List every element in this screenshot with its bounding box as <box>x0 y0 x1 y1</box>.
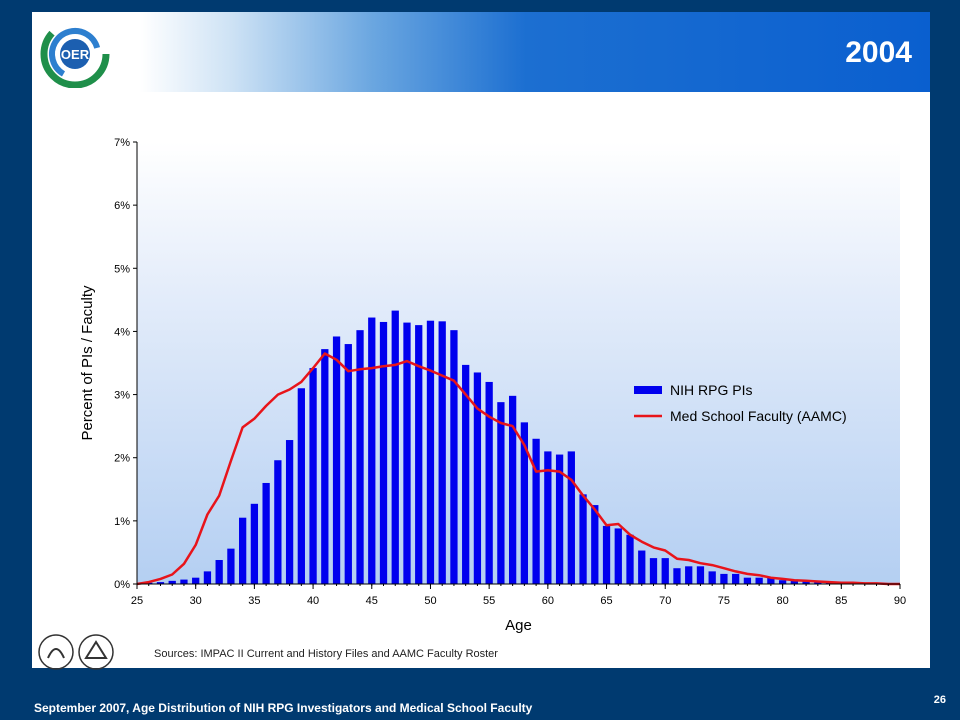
bar-nih-age-77 <box>743 577 752 584</box>
bar-nih-age-42 <box>332 336 341 584</box>
y-tick-label: 3% <box>114 390 130 402</box>
logo-text: OER <box>61 47 90 62</box>
bar-nih-age-73 <box>696 566 705 584</box>
bar-nih-age-64 <box>591 505 599 584</box>
bar-nih-age-75 <box>720 573 728 584</box>
bar-nih-age-47 <box>391 310 399 584</box>
bar-nih-age-70 <box>661 558 669 584</box>
bar-nih-age-43 <box>344 344 352 584</box>
bar-nih-age-79 <box>767 577 775 584</box>
y-tick-label: 4% <box>114 326 130 338</box>
bar-nih-age-80 <box>778 580 787 584</box>
x-tick-label: 35 <box>248 595 260 607</box>
bar-nih-age-36 <box>262 482 270 584</box>
legend-label-nih: NIH RPG PIs <box>670 382 752 398</box>
y-tick-label: 1% <box>114 516 130 528</box>
bar-nih-age-54 <box>473 372 482 584</box>
legend-label-aamc: Med School Faculty (AAMC) <box>670 408 847 424</box>
bar-nih-age-57 <box>508 395 517 584</box>
bar-nih-age-59 <box>532 438 540 584</box>
y-tick-label: 5% <box>114 263 130 275</box>
bar-nih-age-38 <box>285 440 294 584</box>
bar-nih-age-32 <box>215 560 223 584</box>
y-axis-label: Percent of PIs / Faculty <box>79 285 96 441</box>
bar-nih-age-52 <box>450 330 458 584</box>
bar-nih-age-27 <box>156 582 165 584</box>
x-tick-label: 85 <box>835 595 847 607</box>
bar-nih-age-37 <box>274 460 282 584</box>
x-tick-label: 60 <box>542 595 554 607</box>
bar-nih-age-29 <box>180 579 188 584</box>
sources-note: Sources: IMPAC II Current and History Fi… <box>154 648 498 660</box>
age-distribution-chart: 0% 1% 2% 3% 4% 5% 6% 7% 25 30 35 40 45 50 55 60 65 70 75 80… <box>79 137 906 634</box>
x-tick-label: 55 <box>483 595 495 607</box>
x-axis-label: Age <box>505 617 532 634</box>
bar-nih-age-71 <box>673 568 681 584</box>
bar-nih-age-67 <box>626 534 634 584</box>
x-tick-label: 70 <box>659 595 671 607</box>
bar-nih-age-69 <box>649 558 658 584</box>
bar-nih-age-81 <box>790 580 798 584</box>
bar-nih-age-28 <box>168 580 176 584</box>
bar-nih-age-53 <box>462 364 470 584</box>
y-tick-label: 0% <box>114 579 130 591</box>
bar-nih-age-76 <box>732 573 740 584</box>
bar-nih-age-50 <box>426 320 435 584</box>
bar-nih-age-78 <box>755 577 763 584</box>
x-tick-label: 65 <box>600 595 612 607</box>
oer-logo: OER <box>40 19 110 88</box>
header-bar: OER 2004 <box>32 12 930 92</box>
bar-nih-age-82 <box>802 581 810 584</box>
bar-nih-age-35 <box>250 503 259 584</box>
bar-nih-age-46 <box>379 321 388 584</box>
bar-nih-age-68 <box>638 550 646 584</box>
bar-nih-age-63 <box>579 494 587 584</box>
bar-nih-age-49 <box>415 325 423 584</box>
slide-title: 2004 <box>845 36 912 69</box>
bar-nih-age-66 <box>614 528 622 584</box>
bar-nih-age-61 <box>555 454 564 584</box>
bar-nih-age-41 <box>321 349 329 584</box>
bar-nih-age-72 <box>685 566 693 584</box>
bar-nih-age-39 <box>297 388 305 584</box>
page-number: 26 <box>933 694 946 706</box>
x-tick-label: 50 <box>424 595 436 607</box>
bar-nih-age-44 <box>356 330 364 584</box>
bar-nih-age-34 <box>239 517 247 584</box>
bar-nih-age-65 <box>602 525 611 584</box>
y-tick-label: 6% <box>114 200 130 212</box>
x-tick-label: 75 <box>718 595 730 607</box>
bar-nih-age-55 <box>485 381 493 584</box>
bar-nih-age-62 <box>567 451 575 584</box>
hhs-nih-seals <box>38 634 114 670</box>
legend-swatch-nih <box>634 386 662 394</box>
bar-nih-age-40 <box>309 368 317 584</box>
slide: OER 2004 0% 1% 2% 3% 4% 5% 6% 7% 25 30 35 40 45 50 55 6… <box>32 12 930 670</box>
y-tick-label: 2% <box>114 453 130 465</box>
bar-nih-age-58 <box>520 422 529 584</box>
bar-nih-age-83 <box>814 582 822 584</box>
x-tick-label: 40 <box>307 595 319 607</box>
x-tick-label: 80 <box>776 595 788 607</box>
bar-nih-age-45 <box>368 317 376 584</box>
bar-nih-age-60 <box>544 451 552 584</box>
line-med-school-faculty <box>136 352 900 586</box>
x-tick-label: 30 <box>190 595 202 607</box>
bar-nih-age-31 <box>203 571 212 584</box>
x-tick-label: 90 <box>894 595 906 607</box>
bar-nih-age-26 <box>145 582 153 584</box>
y-tick-label: 7% <box>114 137 130 149</box>
bar-nih-age-30 <box>192 577 200 584</box>
bar-nih-age-33 <box>227 548 235 584</box>
bar-nih-age-56 <box>497 402 505 584</box>
x-tick-label: 25 <box>131 595 143 607</box>
footer-text: September 2007, Age Distribution of NIH … <box>34 701 533 715</box>
x-tick-label: 45 <box>366 595 378 607</box>
bar-nih-age-74 <box>708 571 716 584</box>
bar-nih-age-48 <box>403 322 411 584</box>
bar-nih-age-84 <box>825 582 834 584</box>
bar-nih-age-51 <box>438 321 446 584</box>
